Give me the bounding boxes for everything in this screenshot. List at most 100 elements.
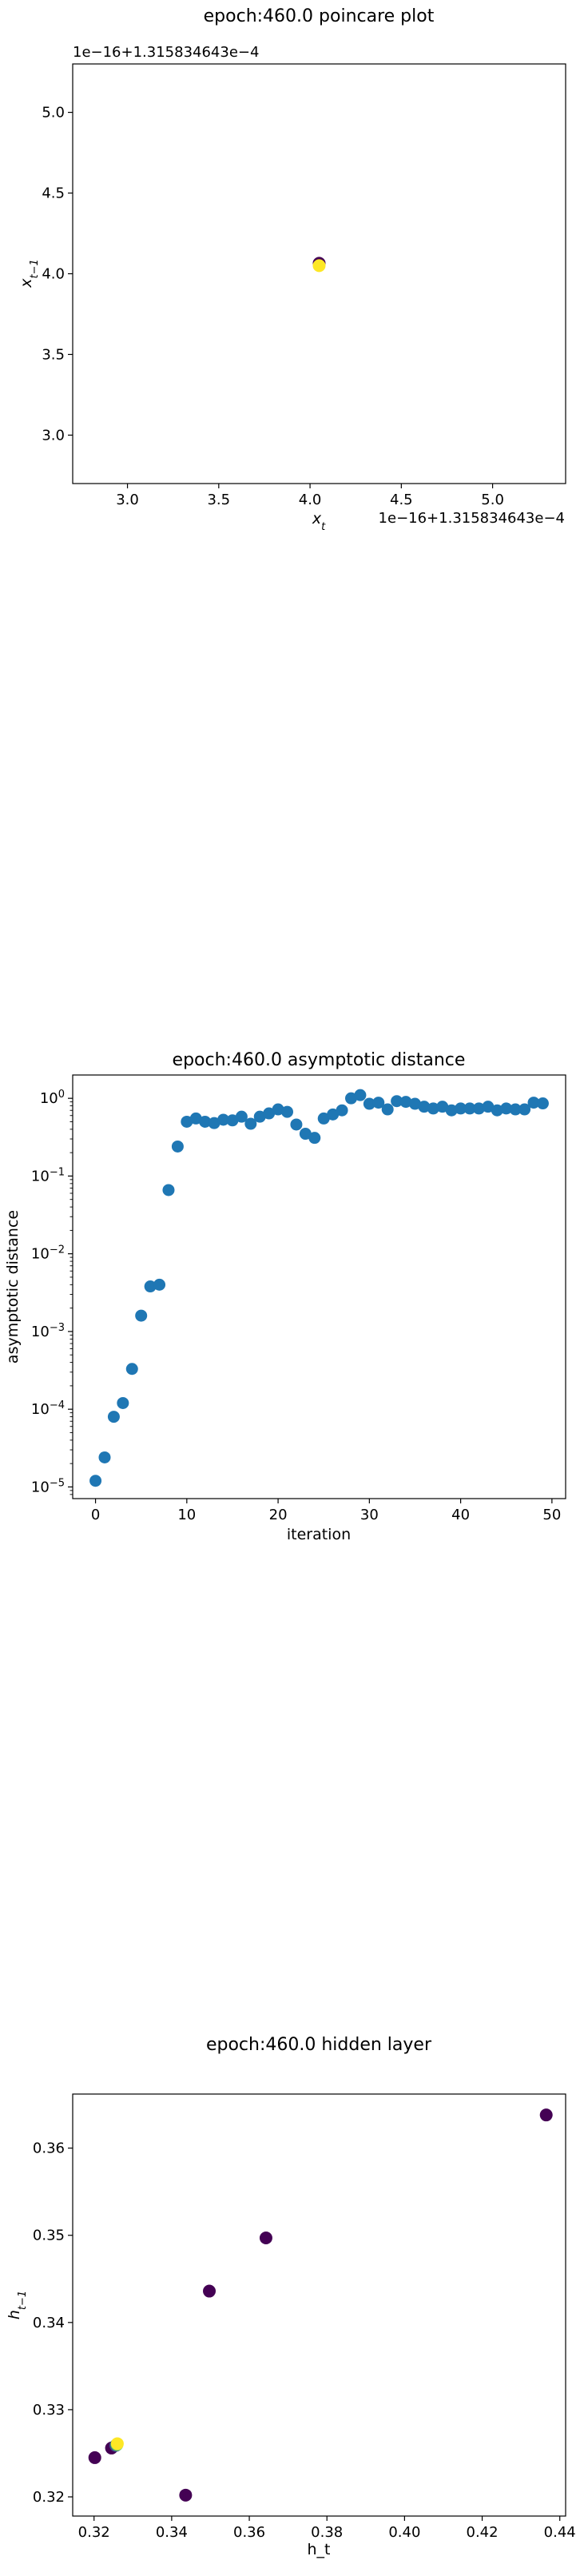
y-tick-label: 4.0 xyxy=(42,266,65,283)
data-point xyxy=(445,1104,458,1117)
x-tick-label: 0.40 xyxy=(388,2524,420,2541)
x-axis-label: h_t xyxy=(308,2541,331,2558)
data-point xyxy=(463,1102,476,1115)
data-point xyxy=(290,1118,303,1131)
y-tick-label: 5.0 xyxy=(42,105,65,121)
x-axis-ticks: 0.32 0.34 0.36 0.38 0.40 0.42 0.44 xyxy=(78,2516,576,2541)
y-tick-label: 0.33 xyxy=(33,2402,65,2419)
x-tick-label: 0.44 xyxy=(544,2524,576,2541)
x-tick-label: 20 xyxy=(269,1507,288,1523)
y-axis-label: asymptotic distance xyxy=(4,1210,22,1364)
y-axis-ticks: 10−5 10−4 10−3 10−2 10−1 100 xyxy=(31,1089,73,1496)
x-axis-ticks: 0 10 20 30 40 50 xyxy=(91,1499,561,1523)
data-point xyxy=(344,1092,357,1105)
y-tick-label: 10−5 xyxy=(31,1477,65,1496)
data-point xyxy=(179,2488,193,2502)
y-tick-label: 3.5 xyxy=(42,346,65,363)
data-point xyxy=(327,1108,340,1121)
y-tick-label: 10−1 xyxy=(31,1166,65,1185)
y-axis-ticks: 0.32 0.33 0.34 0.35 0.36 xyxy=(33,2140,73,2506)
data-point xyxy=(381,1103,394,1116)
x-tick-label: 0.38 xyxy=(311,2524,343,2541)
y-tick-label: 0.36 xyxy=(33,2140,65,2157)
y-tick-label: 3.0 xyxy=(42,427,65,444)
x-axis-label: iteration xyxy=(287,1526,351,1543)
data-point xyxy=(107,1411,120,1423)
data-point xyxy=(144,1280,157,1293)
asymptotic-distance-plot: epoch:460.0 asymptotic distance 0 10 20 30 4… xyxy=(4,1050,566,1543)
chart-title: epoch:460.0 hidden layer xyxy=(206,2035,432,2055)
plot-area xyxy=(72,2093,566,2517)
data-point xyxy=(482,1101,495,1113)
data-point xyxy=(110,2437,124,2451)
x-tick-label: 0 xyxy=(91,1507,100,1523)
data-point xyxy=(354,1089,367,1101)
data-point xyxy=(235,1110,248,1123)
data-point xyxy=(363,1097,375,1110)
data-point xyxy=(203,2284,217,2298)
x-tick-label: 50 xyxy=(542,1507,561,1523)
data-point xyxy=(117,1396,129,1409)
y-tick-label: 10−3 xyxy=(31,1321,65,1340)
data-point xyxy=(491,1104,503,1117)
data-point xyxy=(125,1363,138,1376)
data-point xyxy=(259,2232,272,2244)
data-point xyxy=(317,1112,330,1125)
x-tick-label: 4.5 xyxy=(390,492,413,508)
x-tick-label: 5.0 xyxy=(481,492,504,508)
data-points xyxy=(89,1089,549,1487)
data-point xyxy=(536,1097,549,1110)
y-axis-label: ht−1 xyxy=(6,2291,29,2319)
data-point xyxy=(181,1115,193,1128)
y-tick-label: 0.32 xyxy=(33,2489,65,2506)
poincare-plot: epoch:460.0 poincare plot 1e−16+1.315834… xyxy=(18,6,566,533)
data-points xyxy=(312,257,326,273)
y-axis-label: xt−1 xyxy=(18,259,41,289)
data-point xyxy=(539,2108,553,2122)
data-point xyxy=(153,1278,166,1291)
data-point xyxy=(391,1095,403,1108)
x-offset-text: 1e−16+1.315834643e−4 xyxy=(379,510,565,527)
data-point xyxy=(253,1110,266,1123)
x-tick-label: 10 xyxy=(177,1507,196,1523)
data-point xyxy=(436,1101,449,1113)
data-point xyxy=(509,1103,522,1116)
data-point xyxy=(500,1102,513,1115)
x-tick-label: 30 xyxy=(360,1507,379,1523)
y-tick-label: 0.35 xyxy=(33,2228,65,2244)
data-point xyxy=(244,1117,257,1130)
data-point xyxy=(308,1132,321,1145)
data-point xyxy=(199,1115,212,1128)
data-point xyxy=(135,1309,148,1322)
data-point xyxy=(372,1097,385,1109)
data-point xyxy=(518,1103,531,1116)
y-tick-label: 100 xyxy=(40,1089,65,1108)
data-point xyxy=(427,1102,439,1115)
y-tick-label: 0.34 xyxy=(33,2315,65,2331)
x-axis-ticks: 3.0 3.5 4.0 4.5 5.0 xyxy=(116,484,504,508)
data-point xyxy=(208,1117,220,1129)
data-point xyxy=(472,1102,485,1115)
data-point xyxy=(162,1184,175,1196)
data-point xyxy=(408,1097,421,1110)
data-point xyxy=(88,2451,101,2464)
chart-title: epoch:460.0 asymptotic distance xyxy=(173,1050,466,1070)
data-point xyxy=(89,1475,102,1487)
data-point xyxy=(171,1140,184,1153)
data-point xyxy=(312,259,326,273)
x-tick-label: 40 xyxy=(451,1507,470,1523)
data-point xyxy=(299,1128,312,1141)
data-point xyxy=(455,1102,467,1115)
x-tick-label: 0.32 xyxy=(78,2524,110,2541)
y-axis-ticks: 3.0 3.5 4.0 4.5 5.0 xyxy=(42,105,73,444)
chart-title: epoch:460.0 poincare plot xyxy=(204,6,435,26)
plot-area xyxy=(72,63,566,484)
x-tick-label: 3.5 xyxy=(207,492,230,508)
data-point xyxy=(226,1114,239,1127)
data-point xyxy=(527,1097,540,1109)
data-point xyxy=(418,1101,431,1113)
x-tick-label: 3.0 xyxy=(116,492,139,508)
data-point xyxy=(399,1096,412,1109)
data-point xyxy=(217,1113,230,1126)
